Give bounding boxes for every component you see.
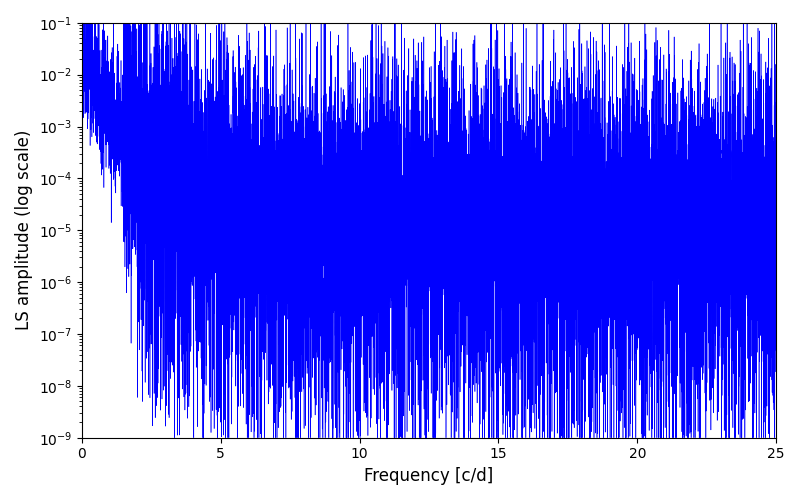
X-axis label: Frequency [c/d]: Frequency [c/d] — [364, 467, 494, 485]
Y-axis label: LS amplitude (log scale): LS amplitude (log scale) — [15, 130, 33, 330]
